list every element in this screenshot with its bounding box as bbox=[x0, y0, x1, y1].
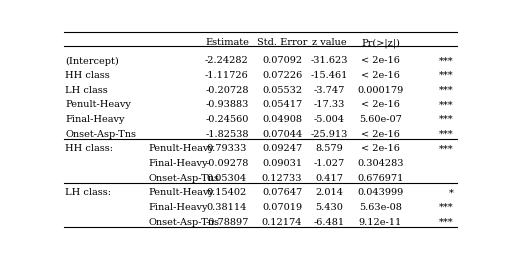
Text: 0.676971: 0.676971 bbox=[357, 174, 404, 183]
Text: Estimate: Estimate bbox=[205, 38, 249, 47]
Text: 0.15402: 0.15402 bbox=[207, 188, 247, 198]
Text: Onset-Asp-Tns: Onset-Asp-Tns bbox=[148, 218, 219, 227]
Text: ***: *** bbox=[438, 203, 453, 212]
Text: ***: *** bbox=[438, 100, 453, 109]
Text: < 2e-16: < 2e-16 bbox=[361, 145, 400, 153]
Text: *: * bbox=[449, 188, 453, 198]
Text: -0.93883: -0.93883 bbox=[205, 100, 248, 109]
Text: 0.09247: 0.09247 bbox=[262, 145, 302, 153]
Text: -6.481: -6.481 bbox=[313, 218, 345, 227]
Text: -17.33: -17.33 bbox=[313, 100, 345, 109]
Text: -5.004: -5.004 bbox=[314, 115, 345, 124]
Text: ***: *** bbox=[438, 130, 453, 139]
Text: ***: *** bbox=[438, 115, 453, 124]
Text: HH class:: HH class: bbox=[66, 145, 113, 153]
Text: 0.304283: 0.304283 bbox=[357, 159, 404, 168]
Text: 0.05417: 0.05417 bbox=[262, 100, 302, 109]
Text: -0.20728: -0.20728 bbox=[205, 86, 248, 95]
Text: -25.913: -25.913 bbox=[310, 130, 348, 139]
Text: -2.24282: -2.24282 bbox=[205, 56, 249, 66]
Text: 5.430: 5.430 bbox=[315, 203, 343, 212]
Text: < 2e-16: < 2e-16 bbox=[361, 100, 400, 109]
Text: -0.78897: -0.78897 bbox=[205, 218, 248, 227]
Text: < 2e-16: < 2e-16 bbox=[361, 130, 400, 139]
Text: 0.417: 0.417 bbox=[315, 174, 343, 183]
Text: ***: *** bbox=[438, 71, 453, 80]
Text: 0.07092: 0.07092 bbox=[262, 56, 302, 66]
Text: 0.05532: 0.05532 bbox=[262, 86, 302, 95]
Text: 0.38114: 0.38114 bbox=[207, 203, 247, 212]
Text: -1.11726: -1.11726 bbox=[205, 71, 249, 80]
Text: 0.07647: 0.07647 bbox=[262, 188, 302, 198]
Text: LH class: LH class bbox=[66, 86, 108, 95]
Text: Onset-Asp-Tns: Onset-Asp-Tns bbox=[148, 174, 219, 183]
Text: Final-Heavy: Final-Heavy bbox=[148, 159, 208, 168]
Text: ***: *** bbox=[438, 145, 453, 153]
Text: 0.000179: 0.000179 bbox=[357, 86, 403, 95]
Text: Pr(>|z|): Pr(>|z|) bbox=[361, 38, 400, 48]
Text: -0.09278: -0.09278 bbox=[205, 159, 248, 168]
Text: 0.07226: 0.07226 bbox=[262, 71, 302, 80]
Text: 0.07044: 0.07044 bbox=[262, 130, 302, 139]
Text: -1.82538: -1.82538 bbox=[205, 130, 248, 139]
Text: 0.09031: 0.09031 bbox=[262, 159, 302, 168]
Text: Final-Heavy: Final-Heavy bbox=[66, 115, 125, 124]
Text: Penult-Heavy: Penult-Heavy bbox=[66, 100, 132, 109]
Text: 0.79333: 0.79333 bbox=[207, 145, 247, 153]
Text: Std. Error: Std. Error bbox=[257, 38, 307, 47]
Text: ***: *** bbox=[438, 86, 453, 95]
Text: Penult-Heavy: Penult-Heavy bbox=[148, 145, 214, 153]
Text: -0.24560: -0.24560 bbox=[205, 115, 248, 124]
Text: -1.027: -1.027 bbox=[313, 159, 345, 168]
Text: -31.623: -31.623 bbox=[310, 56, 348, 66]
Text: -3.747: -3.747 bbox=[313, 86, 345, 95]
Text: ***: *** bbox=[438, 56, 453, 66]
Text: 0.12174: 0.12174 bbox=[262, 218, 302, 227]
Text: Onset-Asp-Tns: Onset-Asp-Tns bbox=[66, 130, 137, 139]
Text: 9.12e-11: 9.12e-11 bbox=[359, 218, 402, 227]
Text: 5.60e-07: 5.60e-07 bbox=[359, 115, 402, 124]
Text: z value: z value bbox=[312, 38, 346, 47]
Text: Penult-Heavy: Penult-Heavy bbox=[148, 188, 214, 198]
Text: 5.63e-08: 5.63e-08 bbox=[359, 203, 402, 212]
Text: 0.05304: 0.05304 bbox=[207, 174, 247, 183]
Text: -15.461: -15.461 bbox=[310, 71, 348, 80]
Text: 0.12733: 0.12733 bbox=[262, 174, 302, 183]
Text: ***: *** bbox=[438, 218, 453, 227]
Text: 0.04908: 0.04908 bbox=[262, 115, 302, 124]
Text: < 2e-16: < 2e-16 bbox=[361, 56, 400, 66]
Text: Final-Heavy: Final-Heavy bbox=[148, 203, 208, 212]
Text: (Intercept): (Intercept) bbox=[66, 56, 119, 66]
Text: 2.014: 2.014 bbox=[315, 188, 343, 198]
Text: 0.043999: 0.043999 bbox=[357, 188, 403, 198]
Text: 8.579: 8.579 bbox=[315, 145, 343, 153]
Text: < 2e-16: < 2e-16 bbox=[361, 71, 400, 80]
Text: 0.07019: 0.07019 bbox=[262, 203, 302, 212]
Text: HH class: HH class bbox=[66, 71, 110, 80]
Text: LH class:: LH class: bbox=[66, 188, 111, 198]
